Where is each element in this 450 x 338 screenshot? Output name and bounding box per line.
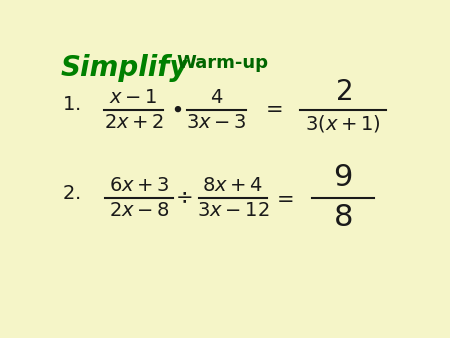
Text: $3x-3$: $3x-3$ xyxy=(186,113,247,132)
Text: $2x+2$: $2x+2$ xyxy=(104,113,164,132)
Text: Warm-up: Warm-up xyxy=(176,54,268,72)
Text: $3x-12$: $3x-12$ xyxy=(197,201,269,220)
Text: $1.$: $1.$ xyxy=(63,95,81,114)
Text: $2x-8$: $2x-8$ xyxy=(109,201,170,220)
Text: $2.$: $2.$ xyxy=(63,184,81,202)
Text: $\bullet$: $\bullet$ xyxy=(170,98,183,118)
Text: $3(x+1)$: $3(x+1)$ xyxy=(305,113,381,134)
Text: $=$: $=$ xyxy=(261,98,283,118)
Text: $2$: $2$ xyxy=(334,78,351,106)
Text: $6x+3$: $6x+3$ xyxy=(109,176,170,195)
Text: $\div$: $\div$ xyxy=(176,188,193,208)
Text: $8$: $8$ xyxy=(333,203,353,232)
Text: $8x+4$: $8x+4$ xyxy=(202,176,264,195)
Text: Simplify: Simplify xyxy=(60,54,188,82)
Text: $9$: $9$ xyxy=(333,163,353,192)
Text: $x-1$: $x-1$ xyxy=(109,88,158,107)
Text: $=$: $=$ xyxy=(272,188,293,208)
Text: $4$: $4$ xyxy=(210,88,223,107)
